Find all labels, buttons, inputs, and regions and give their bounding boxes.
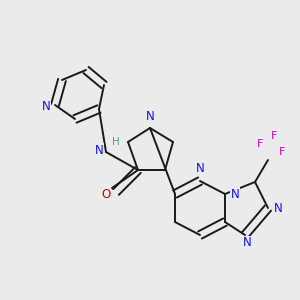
Text: H: H (112, 137, 120, 147)
Text: O: O (101, 188, 111, 202)
Text: N: N (243, 236, 251, 250)
Text: N: N (274, 202, 282, 214)
Text: F: F (104, 190, 110, 203)
Text: N: N (42, 100, 50, 113)
Text: N: N (146, 110, 154, 124)
Text: N: N (196, 163, 204, 176)
Text: F: F (271, 131, 277, 141)
Text: F: F (279, 147, 285, 157)
Text: N: N (231, 188, 239, 200)
Text: F: F (257, 139, 263, 149)
Text: N: N (94, 143, 103, 157)
